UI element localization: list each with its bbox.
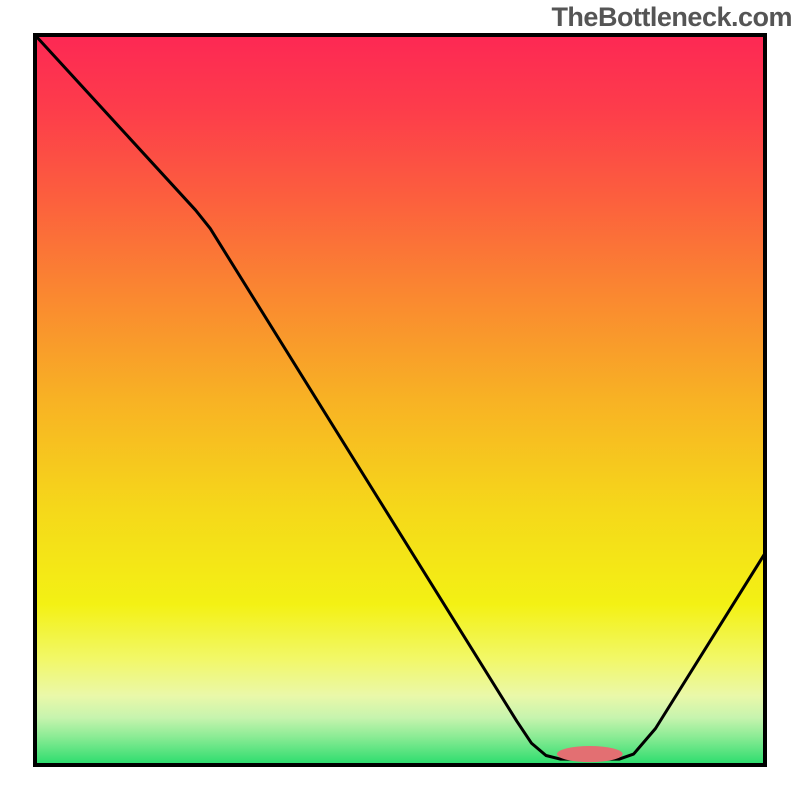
bottleneck-chart bbox=[0, 0, 800, 800]
plot-background bbox=[35, 35, 765, 765]
chart-container: TheBottleneck.com bbox=[0, 0, 800, 800]
optimal-marker bbox=[557, 746, 623, 762]
watermark-text: TheBottleneck.com bbox=[551, 2, 792, 33]
